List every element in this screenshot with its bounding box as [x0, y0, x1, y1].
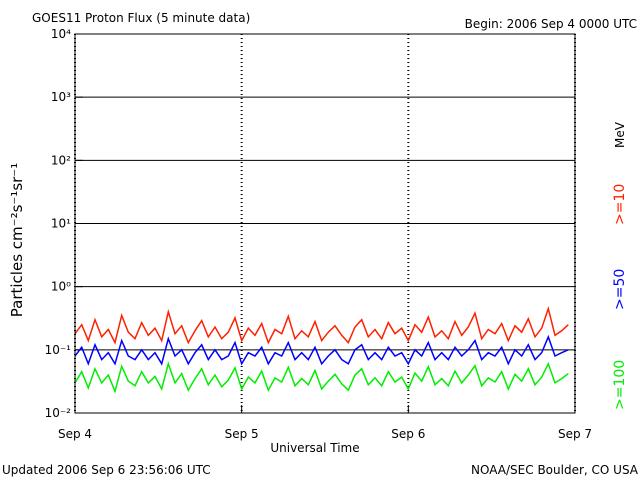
footer-right: NOAA/SEC Boulder, CO USA: [471, 463, 639, 477]
y-tick-label: 10⁰: [51, 280, 71, 294]
chart-title: GOES11 Proton Flux (5 minute data): [32, 11, 250, 25]
x-axis-label: Universal Time: [270, 441, 359, 455]
y-tick-label: 10³: [51, 90, 71, 104]
footer-left: Updated 2006 Sep 6 23:56:06 UTC: [2, 463, 211, 477]
x-tick-label: Sep 7: [558, 427, 592, 441]
series-line: [74, 305, 569, 345]
series-line: [74, 334, 569, 366]
y-axis-label: Particles cm⁻²s⁻¹sr⁻¹: [8, 163, 26, 317]
x-tick-label: Sep 4: [58, 427, 92, 441]
legend-unit: MeV: [613, 121, 627, 148]
legend-entry: >=50: [612, 269, 628, 310]
legend-entry: >=10: [612, 184, 628, 225]
series-line: [74, 361, 569, 394]
y-tick-label: 10²: [51, 153, 71, 167]
chart-subtitle: Begin: 2006 Sep 4 0000 UTC: [465, 17, 637, 31]
plot-frame: [74, 33, 576, 414]
y-tick-label: 10⁻²: [45, 406, 72, 420]
y-tick-label: 10⁴: [51, 27, 71, 41]
x-tick-label: Sep 6: [391, 427, 425, 441]
legend-entry: >=100: [612, 360, 628, 410]
y-tick-label: 10¹: [51, 217, 71, 231]
x-tick-label: Sep 5: [225, 427, 259, 441]
y-tick-label: 10⁻¹: [45, 343, 72, 357]
